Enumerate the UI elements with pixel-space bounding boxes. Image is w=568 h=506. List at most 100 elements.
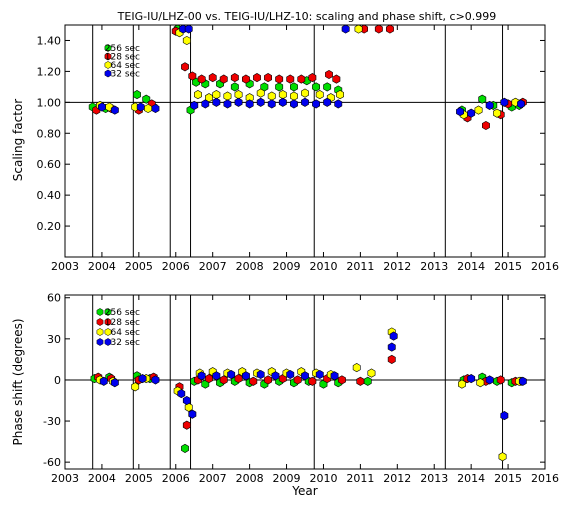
scaling-point-64-sec [223, 91, 232, 101]
scaling-point-256-sec [478, 94, 487, 104]
scaling-point-32-sec [267, 99, 276, 109]
scaling-legend-marker [104, 44, 112, 52]
scaling-y-tick-label: 1.20 [37, 65, 62, 78]
scaling-point-128-sec [481, 120, 490, 131]
phase-point-32-sec [177, 389, 186, 399]
phase-point-128-sec [308, 376, 317, 386]
scaling-point-128-sec [308, 73, 317, 83]
phase-x-tick-label: 2010 [309, 472, 337, 485]
phase-legend-label: 128 sec [105, 318, 140, 328]
phase-point-32-sec [271, 371, 280, 381]
phase-point-32-sec [286, 369, 295, 380]
phase-y-tick-label: 60 [47, 292, 61, 305]
phase-x-tick-label: 2015 [494, 472, 522, 485]
scaling-point-32-sec [245, 99, 254, 109]
phase-point-32-sec [242, 371, 250, 381]
scaling-panel: 2003 2004 2005 2006 2007 2008 2009 2010 2011 2012… [11, 24, 559, 273]
scaling-y-tick-label: 1.00 [37, 96, 62, 109]
phase-point-32-sec [315, 369, 324, 380]
scaling-point-128-sec [181, 62, 189, 72]
phase-x-tick-label: 2009 [273, 472, 301, 485]
scaling-point-256-sec [230, 82, 239, 92]
scaling-point-64-sec [493, 108, 501, 118]
scaling-legend-label: 128 sec [105, 53, 140, 63]
scaling-point-128-sec [253, 73, 261, 83]
phase-y-tick-label: 0 [54, 374, 61, 387]
scaling-x-tick-label: 2011 [346, 260, 374, 273]
scaling-y-tick-label: 0.20 [37, 220, 62, 233]
scaling-point-128-sec [230, 73, 239, 83]
phase-x-tick-label: 2006 [162, 472, 190, 485]
scaling-x-tick-label: 2005 [125, 260, 153, 273]
phase-x-tick-label: 2014 [457, 472, 485, 485]
phase-y-tick-label: -30 [43, 415, 61, 428]
scaling-x-tick-label: 2016 [531, 260, 559, 273]
scaling-point-32-sec [184, 25, 193, 34]
scaling-point-128-sec [264, 73, 273, 83]
phase-y-tick-label: -60 [43, 456, 61, 469]
scaling-point-32-sec [201, 99, 210, 109]
scaling-point-128-sec [332, 74, 341, 84]
scaling-point-256-sec [133, 90, 141, 100]
phase-point-128-sec [356, 376, 365, 386]
scaling-point-32-sec [485, 100, 494, 110]
scaling-x-tick-label: 2003 [51, 260, 79, 273]
scaling-point-64-sec [315, 90, 324, 100]
phase-legend-label: 64 sec [111, 328, 141, 338]
scaling-point-32-sec [301, 97, 309, 107]
scaling-point-32-sec [190, 100, 199, 110]
phase-point-32-sec [387, 342, 396, 352]
scaling-point-256-sec [312, 82, 321, 92]
scaling-legend-marker [104, 69, 112, 78]
scaling-point-32-sec [212, 97, 221, 107]
phase-point-128-sec [337, 375, 346, 385]
scaling-point-32-sec [151, 103, 160, 114]
scaling-points [88, 25, 527, 131]
scaling-point-32-sec [323, 97, 332, 107]
phase-point-32-sec [151, 375, 160, 385]
scaling-point-128-sec [219, 74, 228, 84]
phase-legend-marker [104, 318, 112, 326]
phase-legend-marker [96, 308, 104, 316]
phase-point-64-sec [457, 379, 466, 389]
phase-point-32-sec [182, 395, 191, 406]
scaling-point-128-sec [208, 73, 217, 83]
scaling-legend-marker [104, 61, 112, 69]
scaling-point-128-sec [286, 74, 295, 84]
scaling-point-64-sec [194, 90, 202, 100]
scaling-point-32-sec [456, 107, 465, 117]
scaling-point-64-sec [234, 90, 243, 100]
phase-x-tick-label: 2012 [383, 472, 411, 485]
phase-point-64-sec [131, 382, 140, 392]
phase-legend-marker [96, 338, 104, 346]
scaling-x-tick-label: 2007 [199, 260, 227, 273]
scaling-x-tick-label: 2013 [420, 260, 448, 273]
scaling-point-128-sec [297, 74, 306, 84]
scaling-x-tick-label: 2014 [457, 260, 485, 273]
scaling-legend-label: 32 sec [111, 70, 141, 80]
scaling-point-128-sec [325, 69, 333, 80]
scaling-point-32-sec [289, 99, 298, 109]
scaling-y-tick-label: 0.60 [37, 158, 62, 171]
scaling-point-128-sec [374, 25, 383, 34]
phase-x-tick-label: 2007 [199, 472, 227, 485]
phase-point-128-sec [387, 354, 396, 364]
phase-point-64-sec [184, 402, 193, 412]
phase-legend-marker [104, 338, 112, 346]
scaling-point-32-sec [341, 25, 350, 34]
phase-point-128-sec [293, 375, 302, 385]
phase-legend-label: 32 sec [111, 338, 141, 348]
phase-legend-marker [96, 318, 104, 326]
phase-x-tick-label: 2005 [125, 472, 153, 485]
scaling-point-256-sec [289, 82, 298, 92]
scaling-point-128-sec [385, 25, 394, 34]
phase-legend-label: 256 sec [105, 308, 140, 318]
scaling-x-tick-label: 2006 [162, 260, 190, 273]
phase-point-128-sec [264, 375, 273, 385]
phase-point-128-sec [182, 420, 191, 430]
scaling-point-64-sec [256, 88, 265, 98]
phase-point-32-sec [227, 369, 236, 380]
phase-point-32-sec [256, 369, 265, 380]
scaling-point-256-sec [142, 94, 151, 104]
